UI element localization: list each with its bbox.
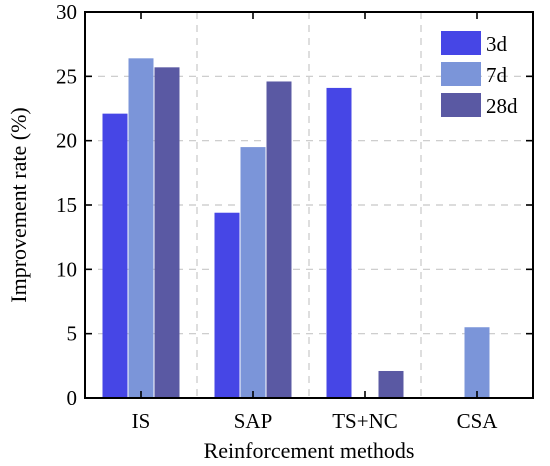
x-tick-label: CSA (457, 409, 499, 433)
legend-swatch-3d (441, 31, 481, 55)
legend-swatch-28d (441, 93, 481, 117)
grid (85, 12, 533, 398)
legend-swatch-7d (441, 62, 481, 86)
bar-7d-CSA (464, 327, 490, 398)
y-tick-label: 15 (56, 193, 77, 217)
x-tick-label: IS (132, 409, 151, 433)
y-tick-label: 10 (56, 257, 77, 281)
bar-28d-SAP (266, 81, 292, 398)
axis-ticks: 0 5 10 15 20 25 30 IS SAP TS+NC CSA (56, 0, 533, 433)
y-tick-label: 5 (67, 322, 78, 346)
y-tick-label: 25 (56, 64, 77, 88)
x-tick-label: TS+NC (332, 409, 398, 433)
x-tick-label: SAP (234, 409, 273, 433)
legend-label-7d: 7d (486, 63, 508, 87)
y-tick-label: 20 (56, 129, 77, 153)
bar-3d-IS (102, 113, 128, 398)
bar-3d-TS+NC (326, 87, 352, 398)
legend: 3d 7d 28d (441, 31, 518, 118)
bar-28d-IS (154, 67, 180, 399)
bar-7d-IS (128, 58, 154, 398)
legend-label-3d: 3d (486, 32, 508, 56)
bar-7d-SAP (240, 147, 266, 398)
y-axis-label: Improvement rate (%) (6, 107, 31, 302)
y-tick-label: 30 (56, 0, 77, 24)
bars (102, 58, 490, 399)
y-tick-label: 0 (67, 386, 78, 410)
legend-label-28d: 28d (486, 94, 518, 118)
x-axis-label: Reinforcement methods (204, 438, 415, 463)
bar-28d-TS+NC (378, 370, 404, 398)
bar-3d-SAP (214, 212, 240, 398)
